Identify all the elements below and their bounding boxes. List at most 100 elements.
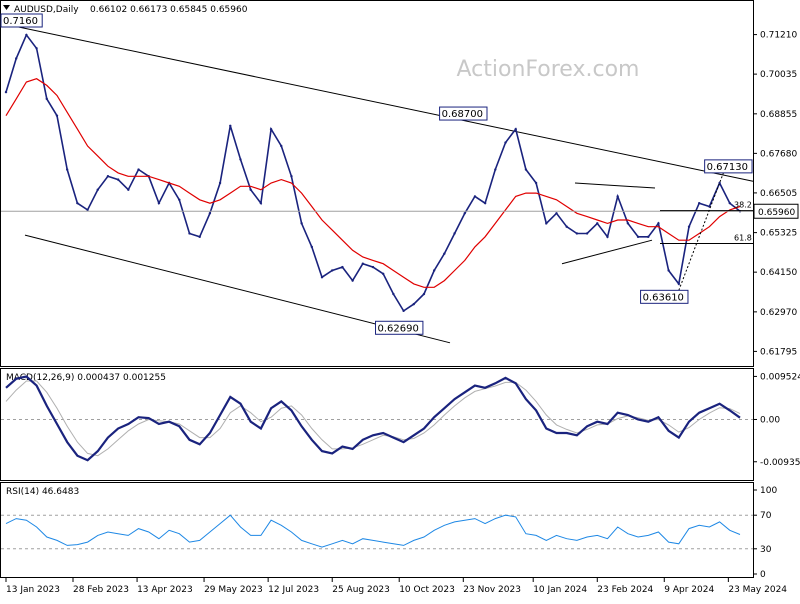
price-point — [157, 201, 161, 205]
fib-level-label: 61.8 — [734, 234, 752, 243]
price-tick-label: 0.64150 — [760, 268, 797, 278]
price-point — [585, 232, 589, 235]
price-tick-label: 0.70035 — [760, 70, 797, 80]
macd-tick-label: 0.00 — [760, 415, 780, 425]
price-point — [534, 181, 538, 185]
price-point — [310, 245, 314, 249]
price-point — [320, 276, 324, 279]
price-point — [494, 168, 497, 171]
price-point — [453, 232, 456, 235]
x-tick-label: 28 Feb 2023 — [73, 585, 129, 595]
price-point — [636, 235, 640, 239]
price-point — [443, 252, 446, 255]
x-tick-label: 25 Aug 2023 — [332, 585, 390, 595]
annotation-box — [0, 13, 43, 28]
price-point — [361, 262, 365, 265]
price-point — [575, 232, 579, 235]
price-point — [402, 309, 405, 313]
price-point — [606, 235, 609, 239]
price-point — [76, 201, 79, 205]
price-point — [280, 144, 283, 148]
price-point — [35, 47, 38, 50]
current-price-label: 0.65960 — [758, 208, 795, 218]
price-point — [555, 212, 558, 215]
rsi-tick-label: 30 — [760, 545, 772, 555]
annotation-label: 0.68700 — [442, 109, 483, 120]
price-point — [331, 269, 334, 272]
annotation-box — [704, 159, 753, 174]
x-tick-label: 29 May 2023 — [204, 585, 263, 595]
rsi-group: 100 70 30 0 — [1, 486, 777, 580]
price-point — [65, 168, 69, 171]
price-point — [514, 127, 517, 131]
moving-average-group — [5, 78, 741, 288]
x-tick-label: 23 Nov 2023 — [463, 585, 521, 595]
price-point — [351, 279, 354, 282]
price-point — [687, 225, 691, 228]
x-tick-label: 23 May 2024 — [728, 585, 787, 595]
x-tick-label: 10 Jan 2024 — [533, 585, 587, 595]
annotation-label: 0.63610 — [643, 292, 684, 303]
price-point — [269, 127, 273, 131]
price-tick-label: 0.62970 — [760, 308, 797, 318]
rsi-tick-label: 100 — [760, 486, 777, 496]
price-point — [698, 201, 701, 205]
rsi-tick-label: 0 — [760, 570, 766, 580]
moving-average-line — [5, 78, 741, 288]
price-point — [381, 272, 385, 276]
price-point — [432, 269, 436, 272]
price-point — [565, 225, 568, 228]
price-point — [25, 33, 28, 37]
annotation-label: 0.62690 — [378, 323, 419, 334]
price-point — [463, 212, 466, 215]
price-point — [45, 97, 48, 101]
macd-tick-label: 0.009524 — [760, 372, 800, 382]
price-tick-label: 0.61795 — [760, 347, 797, 357]
price-tick-label: 0.65325 — [760, 229, 797, 239]
price-point — [127, 188, 130, 191]
price-point — [300, 222, 303, 225]
price-point — [137, 168, 140, 171]
price-point — [371, 265, 375, 269]
x-tick-label: 23 Feb 2024 — [597, 585, 653, 595]
price-point — [229, 124, 232, 127]
price-point — [188, 232, 191, 235]
fib-level-label: 38.2 — [734, 201, 752, 210]
annotation-box — [640, 289, 689, 304]
price-point — [178, 198, 181, 202]
price-point — [290, 175, 293, 178]
annotation-box — [439, 106, 488, 121]
price-point — [218, 181, 222, 185]
rsi-line — [5, 514, 741, 548]
ohlc-label: 0.66102 0.66173 0.65845 0.65960 — [90, 5, 248, 15]
rsi-title: RSI(14) 46.6483 — [6, 487, 79, 497]
macd-signal-line — [5, 380, 741, 457]
collapse-triangle-icon[interactable] — [3, 5, 10, 10]
price-point — [4, 90, 8, 94]
rsi-panel-frame — [0, 482, 754, 578]
price-tick-label: 0.67680 — [760, 149, 797, 159]
x-tick-label: 13 Apr 2023 — [137, 585, 193, 595]
price-point — [728, 201, 732, 205]
symbol-label: AUDUSD,Daily — [14, 5, 79, 15]
macd-line — [5, 375, 741, 462]
price-point — [106, 175, 110, 178]
current-price-box — [753, 203, 799, 219]
price-point — [718, 181, 721, 185]
price-point — [412, 302, 415, 306]
triangle-upper-line — [574, 182, 656, 189]
price-point — [667, 269, 670, 272]
macd-group: 0.009524 0.00 -0.00935 — [1, 372, 800, 468]
price-point — [208, 212, 212, 215]
price-point — [239, 158, 242, 161]
price-tick-label: 0.68855 — [760, 110, 797, 120]
price-tick-label: 0.71210 — [760, 31, 797, 41]
price-point — [96, 188, 99, 191]
price-point — [14, 57, 18, 60]
macd-panel-frame — [0, 368, 754, 481]
x-tick-label: 12 Jul 2023 — [268, 585, 319, 595]
macd-title: MACD(12,26,9) 0.000437 0.001255 — [6, 373, 166, 383]
annotations-group: 0.65960 38.2 61.8 0.7160 0.62690 0.68700 0.636… — [0, 13, 799, 335]
x-ticks-group: 13 Jan 2023 28 Feb 2023 13 Apr 2023 29 May … — [5, 578, 787, 595]
